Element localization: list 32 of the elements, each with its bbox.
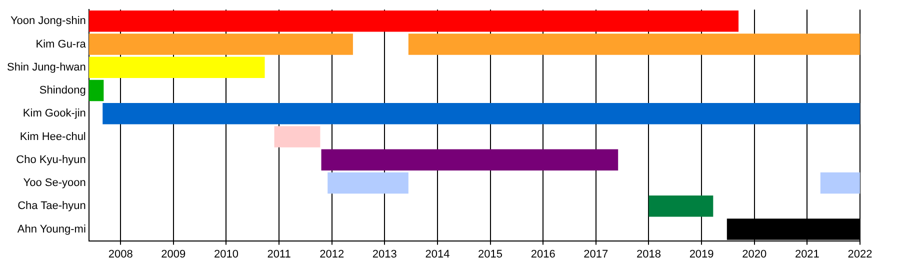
x-tick-label: 2016 <box>530 248 556 260</box>
x-tick-label: 2011 <box>267 248 291 260</box>
bar <box>88 56 265 78</box>
y-tick-label: Kim Gook-jin <box>22 108 86 120</box>
bar <box>648 195 714 217</box>
bar <box>321 149 618 171</box>
x-tick-label: 2021 <box>794 248 820 260</box>
x-tick-label: 2014 <box>425 248 450 260</box>
y-tick-label: Yoon Jong-shin <box>10 15 86 28</box>
x-tick-label: 2008 <box>108 248 133 260</box>
x-tick-label: 2022 <box>848 248 872 260</box>
bar <box>88 10 739 32</box>
x-tick-label: 2013 <box>372 248 397 260</box>
x-tick-label: 2019 <box>689 248 714 260</box>
bar <box>102 103 860 124</box>
bar <box>88 80 104 102</box>
x-tick-label: 2009 <box>161 248 186 260</box>
y-tick-label: Ahn Young-mi <box>17 223 86 236</box>
x-tick-label: 2012 <box>320 248 344 260</box>
x-tick-label: 2020 <box>742 248 767 260</box>
bar <box>274 126 320 148</box>
y-tick-label: Cho Kyu-hyun <box>16 154 86 166</box>
y-tick-label: Shindong <box>39 84 86 97</box>
y-tick-label: Shin Jung-hwan <box>6 61 86 74</box>
y-tick-label: Kim Gu-ra <box>36 38 87 50</box>
x-tick-label: 2015 <box>478 248 503 260</box>
x-tick-label: 2018 <box>636 248 661 260</box>
x-tick-label: 2010 <box>214 248 238 260</box>
x-tick-label: 2017 <box>584 248 608 260</box>
y-tick-label: Yoo Se-yoon <box>23 177 86 190</box>
y-tick-label: Kim Hee-chul <box>20 130 86 143</box>
y-tick-label: Cha Tae-hyun <box>18 200 86 212</box>
